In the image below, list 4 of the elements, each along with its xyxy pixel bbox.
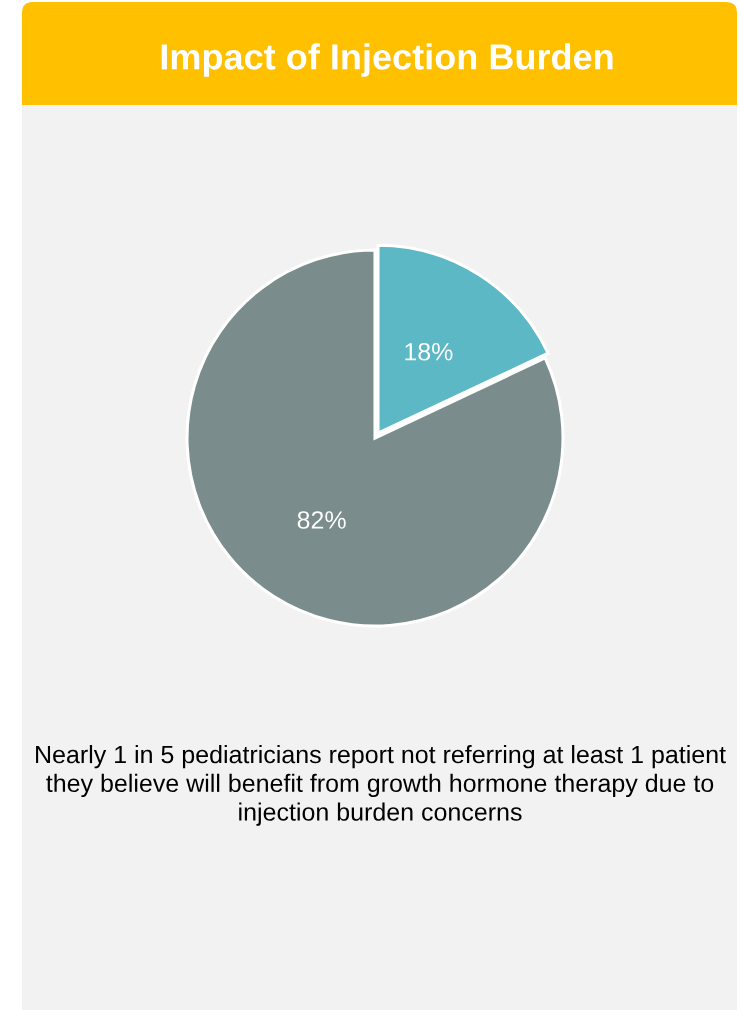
data-label: 18% [405, 342, 453, 361]
text: Nearly 1 in 5 pediatricians report not referring at least 1 patient they believe will benefit from growth hormone therapy due to injection burden concerns [36, 745, 726, 826]
chart-title: Impact of Injection Burden [161, 43, 613, 77]
data-label: 82% [297, 511, 346, 529]
